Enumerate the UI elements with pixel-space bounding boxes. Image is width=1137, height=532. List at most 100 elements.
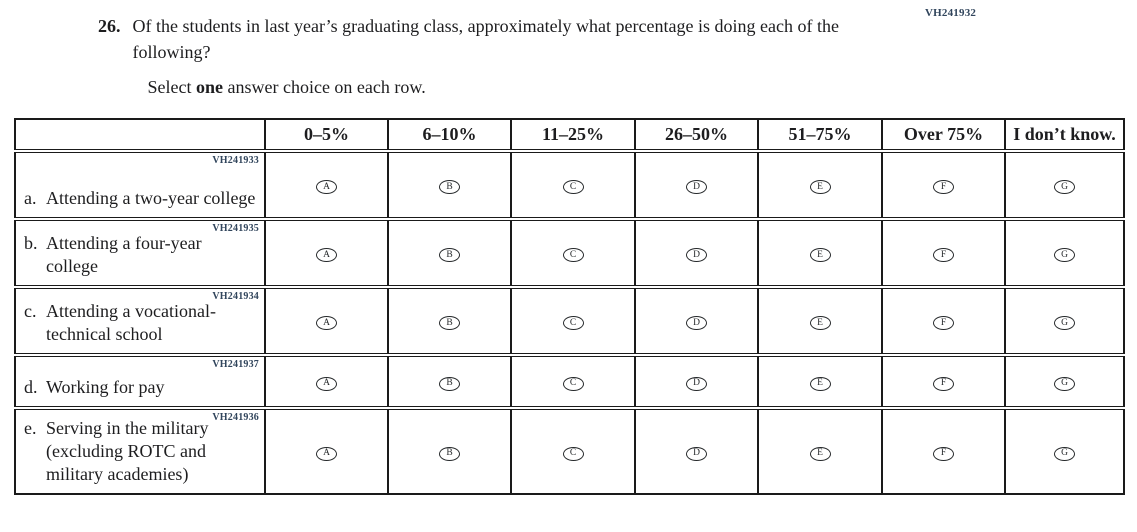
choice-bubble-g[interactable]: G [1054,316,1075,331]
answer-cell: F [881,285,1006,356]
answer-cell: C [510,149,636,220]
answer-cell: G [1004,217,1125,288]
answer-grid: 0–5% 6–10% 11–25% 26–50% 51–75% Over 75%… [14,118,1125,495]
answer-cell: F [881,353,1006,409]
choice-bubble-f[interactable]: F [933,180,954,195]
row-attending-two-year-college: VH241933 a. Attending a two-year college… [14,149,1125,220]
row-label-text: Attending a four-year college [46,233,202,276]
choice-bubble-c[interactable]: C [562,446,584,461]
choice-bubble-e[interactable]: E [809,376,831,391]
answer-cell: C [510,285,636,356]
answer-cell: D [634,217,759,288]
answer-cell: G [1004,285,1125,356]
instruction-bold-word: one [195,77,223,97]
header-col-dont-know: I don’t know. [1004,118,1125,153]
choice-bubble-c[interactable]: C [562,248,584,263]
header-col-51-75pct: 51–75% [757,118,883,153]
item-code: VH241935 [212,223,259,234]
choice-bubble-b[interactable]: B [439,316,460,331]
choice-bubble-f[interactable]: F [933,316,954,331]
answer-cell: B [387,353,512,409]
choice-bubble-f[interactable]: F [933,376,954,391]
question-accession-code: VH241932 [925,7,977,19]
choice-bubble-a[interactable]: A [316,376,337,391]
question-number: 26. [98,16,121,36]
choice-bubble-a[interactable]: A [316,446,337,461]
header-row: 0–5% 6–10% 11–25% 26–50% 51–75% Over 75%… [14,118,1125,153]
row-label-cell: VH241936 e. Serving in the military (exc… [14,406,266,495]
row-attending-four-year-college: VH241935 b. Attending a four-year colleg… [14,217,1125,288]
choice-bubble-g[interactable]: G [1054,376,1075,391]
choice-bubble-e[interactable]: E [809,180,831,195]
answer-cell: D [634,406,759,495]
row-label: a. Attending a two-year college [24,187,258,210]
answer-cell: B [387,217,512,288]
choice-bubble-g[interactable]: G [1054,180,1075,195]
row-label-cell: VH241935 b. Attending a four-year colleg… [14,217,266,288]
choice-bubble-b[interactable]: B [439,376,460,391]
question-text: Of the students in last year’s graduatin… [132,16,839,62]
answer-cell: C [510,353,636,409]
header-col-0-5pct: 0–5% [264,118,389,153]
header-col-6-10pct: 6–10% [387,118,512,153]
row-letter: c. [24,301,37,321]
choice-bubble-e[interactable]: E [809,446,831,461]
choice-bubble-a[interactable]: A [316,248,337,263]
choice-bubble-f[interactable]: F [933,446,954,461]
answer-cell: E [757,285,883,356]
choice-bubble-f[interactable]: F [933,248,954,263]
row-serving-in-the-military: VH241936 e. Serving in the military (exc… [14,406,1125,495]
answer-cell: C [510,217,636,288]
row-label: d. Working for pay [24,376,258,399]
choice-bubble-g[interactable]: G [1054,446,1075,461]
choice-bubble-a[interactable]: A [316,180,337,195]
answer-cell: A [264,149,389,220]
answer-cell: E [757,353,883,409]
instruction-suffix: answer choice on each row. [222,77,426,97]
answer-cell: E [757,149,883,220]
answer-cell: C [510,406,636,495]
choice-bubble-b[interactable]: B [439,446,460,461]
header-col-11-25pct: 11–25% [510,118,636,153]
answer-cell: G [1004,149,1125,220]
choice-bubble-d[interactable]: D [686,376,707,391]
header-empty-cell [14,118,266,153]
choice-bubble-d[interactable]: D [686,316,707,331]
answer-cell: D [634,285,759,356]
answer-cell: A [264,353,389,409]
row-label: c. Attending a vocational-technical scho… [24,300,258,346]
choice-bubble-d[interactable]: D [686,446,707,461]
item-code: VH241937 [212,359,259,370]
row-label-cell: VH241937 d. Working for pay [14,353,266,409]
header-col-over-75pct: Over 75% [881,118,1006,153]
choice-bubble-c[interactable]: C [562,376,584,391]
answer-cell: F [881,217,1006,288]
choice-bubble-b[interactable]: B [439,248,460,263]
row-letter: d. [24,377,38,397]
row-label: b. Attending a four-year college [24,232,258,278]
row-label-text: Attending a vocational-technical school [46,301,216,344]
row-label-text: Serving in the military (excluding ROTC … [46,418,209,484]
row-letter: a. [24,188,37,208]
answer-cell: E [757,406,883,495]
answer-cell: F [881,149,1006,220]
row-label: e. Serving in the military (excluding RO… [24,417,258,486]
choice-bubble-d[interactable]: D [686,180,707,195]
row-attending-vocational-technical-school: VH241934 c. Attending a vocational-techn… [14,285,1125,356]
choice-bubble-b[interactable]: B [439,180,460,195]
answer-cell: G [1004,406,1125,495]
choice-bubble-e[interactable]: E [809,248,831,263]
answer-cell: D [634,149,759,220]
answer-cell: B [387,406,512,495]
row-working-for-pay: VH241937 d. Working for pay A B C D E F … [14,353,1125,409]
choice-bubble-d[interactable]: D [686,248,707,263]
question-block: 26. Of the students in last year’s gradu… [98,13,901,100]
choice-bubble-g[interactable]: G [1054,248,1075,263]
choice-bubble-c[interactable]: C [562,316,584,331]
choice-bubble-c[interactable]: C [562,180,584,195]
choice-bubble-a[interactable]: A [316,316,337,331]
item-code: VH241934 [212,291,259,302]
question-instruction: Select one answer choice on each row. [148,74,901,100]
choice-bubble-e[interactable]: E [809,316,831,331]
